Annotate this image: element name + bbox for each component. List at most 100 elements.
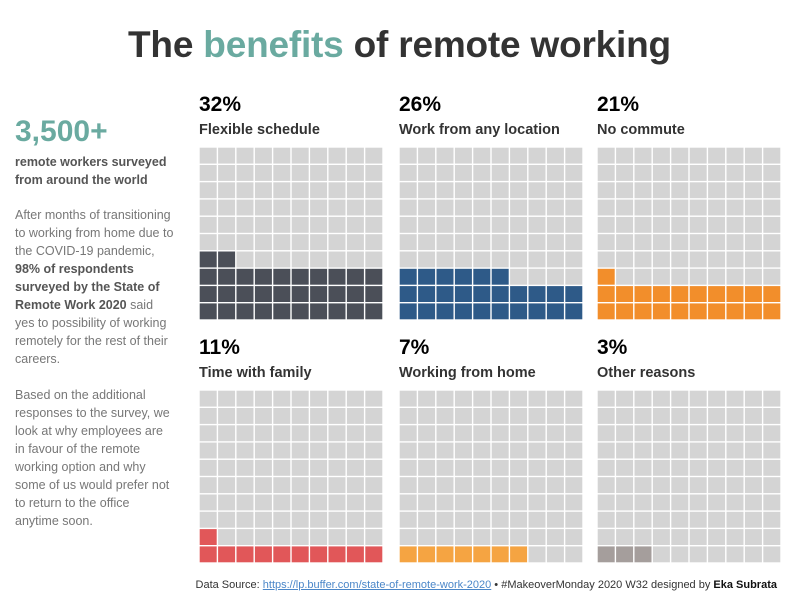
waffle-cell-empty (491, 199, 509, 216)
waffle-cell-filled (744, 303, 762, 320)
waffle-cell-empty (744, 182, 762, 199)
waffle-cell-empty (689, 147, 707, 164)
waffle-cell-empty (491, 442, 509, 459)
waffle-cell-empty (744, 390, 762, 407)
waffle-cell-empty (689, 251, 707, 268)
waffle-cell-empty (565, 199, 583, 216)
waffle-cell-empty (671, 165, 689, 181)
waffle-cell-empty (218, 165, 236, 181)
waffle-cell-empty (671, 147, 689, 164)
waffle-cell-filled (254, 546, 272, 563)
waffle-cell-empty (236, 199, 254, 216)
waffle-cell-empty (328, 408, 346, 424)
waffle-cell-empty (399, 425, 417, 442)
waffle-cell-empty (510, 165, 528, 181)
source-link[interactable]: https://lp.buffer.com/state-of-remote-wo… (262, 579, 492, 591)
waffle-cell-empty (328, 442, 346, 459)
waffle-cell-empty (616, 390, 634, 407)
waffle-cell-empty (528, 442, 546, 459)
waffle-cell-filled (418, 286, 436, 302)
waffle-cell-empty (744, 199, 762, 216)
para1-text: After months of transitioning to working… (15, 208, 174, 258)
waffle-cell-empty (436, 216, 454, 233)
waffle-cell-empty (218, 477, 236, 494)
waffle-cell-empty (436, 147, 454, 164)
waffle-cell-empty (365, 199, 383, 216)
waffle-cell-empty (763, 511, 781, 528)
waffle-cell-empty (565, 477, 583, 494)
waffle-cell-empty (436, 408, 454, 424)
waffle-cell-empty (473, 199, 491, 216)
waffle-cell-empty (418, 182, 436, 199)
waffle-cell-empty (236, 442, 254, 459)
waffle-cell-empty (418, 216, 436, 233)
waffle-cell-empty (473, 442, 491, 459)
waffle-cell-empty (708, 459, 726, 476)
waffle-cell-empty (528, 494, 546, 511)
waffle-cell-empty (199, 459, 217, 476)
waffle-cell-empty (454, 251, 472, 268)
waffle-cell-filled (273, 546, 291, 563)
waffle-cell-empty (546, 529, 564, 545)
waffle-cell-filled (565, 286, 583, 302)
waffle-cell-empty (652, 165, 670, 181)
waffle-cell-empty (291, 199, 309, 216)
waffle-cell-filled (616, 303, 634, 320)
waffle-cell-filled (328, 268, 346, 285)
waffle-cell-empty (436, 477, 454, 494)
waffle-cell-empty (726, 251, 744, 268)
waffle-cell-empty (726, 529, 744, 545)
waffle-cell-empty (199, 408, 217, 424)
title-accent: benefits (203, 24, 344, 65)
waffle-cell-empty (236, 529, 254, 545)
waffle-cell-empty (708, 546, 726, 563)
waffle-cell-empty (418, 251, 436, 268)
waffle-cell-empty (218, 147, 236, 164)
waffle-cell-empty (365, 165, 383, 181)
waffle-cell-empty (616, 442, 634, 459)
waffle-cell-empty (454, 477, 472, 494)
waffle-cell-empty (763, 147, 781, 164)
category-label: Time with family (199, 365, 312, 381)
waffle-cell-filled (510, 303, 528, 320)
waffle-cell-filled (436, 286, 454, 302)
waffle-cell-empty (273, 199, 291, 216)
waffle-cell-empty (565, 182, 583, 199)
waffle-cell-empty (634, 147, 652, 164)
waffle-cell-empty (689, 425, 707, 442)
waffle-cell-empty (708, 408, 726, 424)
waffle-cell-empty (454, 511, 472, 528)
waffle-cell-empty (726, 459, 744, 476)
waffle-cell-empty (528, 182, 546, 199)
waffle-cell-empty (689, 199, 707, 216)
waffle-cell-empty (291, 165, 309, 181)
waffle-cell-empty (510, 494, 528, 511)
waffle-cell-filled (708, 286, 726, 302)
waffle-cell-empty (473, 165, 491, 181)
waffle-cell-empty (565, 459, 583, 476)
waffle-cell-empty (473, 251, 491, 268)
waffle-cell-empty (454, 442, 472, 459)
waffle-cell-filled (346, 546, 364, 563)
waffle-cell-empty (528, 546, 546, 563)
waffle-cell-empty (510, 511, 528, 528)
waffle-cell-empty (763, 251, 781, 268)
waffle-cell-empty (491, 182, 509, 199)
waffle-cell-empty (528, 425, 546, 442)
waffle-cell-empty (671, 182, 689, 199)
waffle-cell-empty (218, 494, 236, 511)
waffle-cell-empty (218, 425, 236, 442)
waffle-cell-empty (546, 268, 564, 285)
waffle-cell-empty (616, 251, 634, 268)
waffle-cell-filled (236, 546, 254, 563)
waffle-cell-empty (744, 234, 762, 251)
waffle-cell-empty (510, 390, 528, 407)
waffle-cell-empty (528, 147, 546, 164)
footer-author: Eka Subrata (713, 579, 777, 591)
waffle-cell-empty (616, 165, 634, 181)
waffle-cell-filled (473, 268, 491, 285)
waffle-cell-empty (254, 425, 272, 442)
waffle-panel-other-reasons: 3% Other reasons (597, 336, 781, 563)
waffle-cell-empty (418, 459, 436, 476)
waffle-cell-empty (491, 216, 509, 233)
